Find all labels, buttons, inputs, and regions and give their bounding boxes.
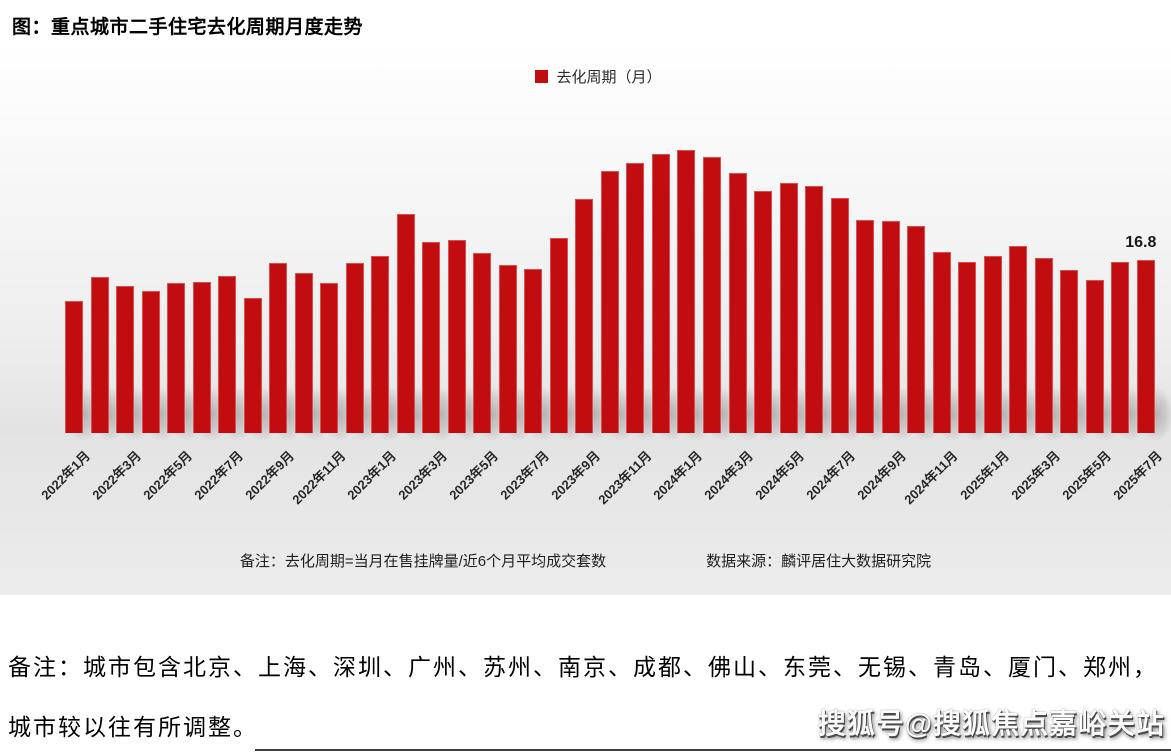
bar-2022年5月 bbox=[167, 283, 186, 433]
x-axis: 2022年1月 2022年3月 2022年5月 2022年7月 2022年9月 2022年… bbox=[38, 448, 1165, 508]
chart-note: 备注：去化周期=当月在售挂牌量/近6个月平均成交套数 bbox=[239, 553, 607, 570]
bar-2022年7月 bbox=[218, 276, 237, 433]
bar-2023年4月 bbox=[447, 240, 466, 433]
bar-2024年8月 bbox=[856, 220, 875, 433]
x-axis-label: 2023年11月 bbox=[595, 448, 655, 508]
bar-2024年3月 bbox=[728, 173, 747, 433]
bar-2024年7月 bbox=[830, 198, 849, 433]
bar-2023年2月 bbox=[396, 214, 415, 433]
bar-2023年10月 bbox=[600, 171, 619, 433]
bar-2025年2月 bbox=[1009, 246, 1028, 433]
legend: 去化周期（月） bbox=[0, 66, 1171, 86]
bar-2022年3月 bbox=[116, 286, 135, 433]
x-axis-label: 2022年11月 bbox=[288, 448, 348, 508]
bar-2022年1月 bbox=[65, 301, 83, 433]
bar-2023年1月 bbox=[371, 256, 390, 433]
chart-footnote: 备注：去化周期=当月在售挂牌量/近6个月平均成交套数 数据来源：麟评居住大数据研… bbox=[0, 550, 1171, 571]
bar-2025年4月 bbox=[1060, 270, 1079, 433]
x-axis-label: 2022年7月 bbox=[191, 448, 246, 503]
bar-2023年7月 bbox=[524, 269, 543, 433]
x-axis-label: 2025年5月 bbox=[1058, 448, 1114, 503]
bar-2023年3月 bbox=[422, 242, 441, 433]
bar-2024年2月 bbox=[703, 157, 721, 433]
bar-2022年2月 bbox=[90, 277, 109, 433]
bar-2024年5月 bbox=[779, 183, 798, 433]
bar-2023年6月 bbox=[498, 265, 517, 433]
data-source: 数据来源：麟评居住大数据研究院 bbox=[706, 553, 932, 570]
x-axis-label: 2023年5月 bbox=[446, 448, 502, 503]
bar-2025年7月 bbox=[1136, 260, 1155, 433]
x-axis-label: 2024年7月 bbox=[803, 448, 859, 503]
x-axis-label: 2023年7月 bbox=[497, 448, 553, 503]
bar-2025年1月 bbox=[983, 256, 1002, 433]
bar-2024年9月 bbox=[881, 221, 900, 433]
x-axis-label: 2022年1月 bbox=[38, 448, 93, 503]
x-axis-label: 2025年7月 bbox=[1110, 448, 1165, 503]
watermark: 搜狐号@搜狐焦点嘉峪关站 bbox=[817, 708, 1165, 739]
x-axis-label: 2022年5月 bbox=[140, 448, 195, 503]
bar-2024年10月 bbox=[907, 226, 926, 433]
bar-2022年8月 bbox=[243, 298, 262, 433]
bar-2022年9月 bbox=[269, 263, 288, 433]
x-axis-label: 2024年5月 bbox=[752, 448, 808, 503]
remark-line1: 备注：城市包含北京、上海、深圳、广州、苏州、南京、成都、佛山、东莞、无锡、青岛、… bbox=[8, 655, 1158, 680]
bar-2022年4月 bbox=[141, 291, 160, 433]
bar-2023年9月 bbox=[575, 199, 594, 433]
bar-2024年1月 bbox=[677, 150, 696, 433]
x-axis-label: 2025年1月 bbox=[956, 448, 1012, 503]
bar-2024年6月 bbox=[805, 186, 824, 433]
bar-2022年6月 bbox=[192, 282, 211, 433]
bar-2024年11月 bbox=[932, 252, 951, 433]
bar-2025年5月 bbox=[1085, 280, 1104, 433]
x-axis-label: 2023年1月 bbox=[344, 448, 399, 503]
x-axis-label: 2024年11月 bbox=[901, 448, 961, 508]
x-axis-label: 2025年3月 bbox=[1007, 448, 1063, 503]
chart-title: 图：重点城市二手住宅去化周期月度走势 bbox=[12, 17, 364, 38]
bar-2022年10月 bbox=[294, 273, 313, 433]
bar-2023年11月 bbox=[626, 163, 645, 433]
legend-label: 去化周期（月） bbox=[556, 68, 662, 86]
x-axis-label: 2022年3月 bbox=[89, 448, 144, 503]
bottom-divider bbox=[255, 749, 1171, 751]
bar-2023年5月 bbox=[473, 253, 492, 433]
remark-line2: 城市较以往有所调整。 bbox=[8, 715, 258, 740]
bar-2024年12月 bbox=[958, 262, 977, 433]
value-label: 16.8 bbox=[1125, 234, 1157, 251]
x-axis-label: 2023年3月 bbox=[395, 448, 451, 503]
legend-swatch-icon bbox=[535, 69, 549, 83]
bar-2025年6月 bbox=[1111, 262, 1130, 433]
bar-chart-plot bbox=[65, 150, 1171, 441]
x-axis-label: 2024年1月 bbox=[650, 448, 706, 503]
bar-2023年8月 bbox=[549, 238, 568, 433]
bar-2022年11月 bbox=[320, 283, 339, 433]
bar-2023年12月 bbox=[651, 154, 670, 433]
bar-2025年3月 bbox=[1034, 258, 1053, 433]
x-axis-label: 2024年3月 bbox=[701, 448, 757, 503]
bar-2022年12月 bbox=[345, 263, 364, 433]
bar-2024年4月 bbox=[754, 191, 773, 433]
